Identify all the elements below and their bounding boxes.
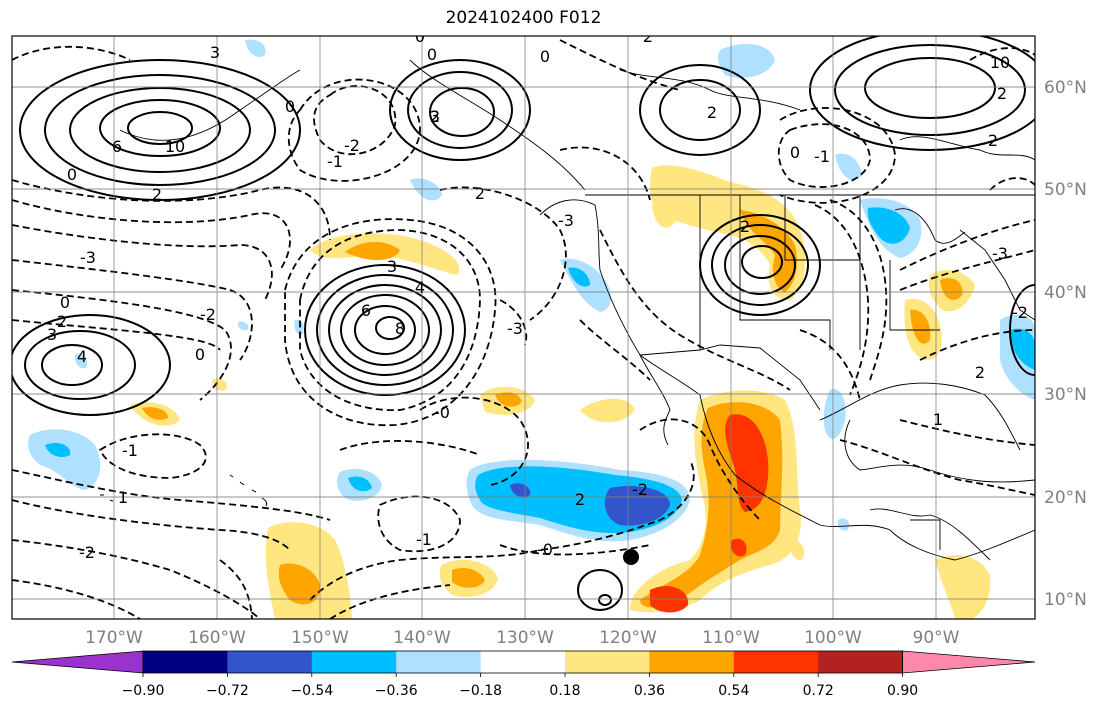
contour-label: -1 xyxy=(122,441,138,460)
contour-label: 2 xyxy=(643,27,653,46)
contour-label: -2 xyxy=(79,543,95,562)
contour-label: 1 xyxy=(118,488,128,507)
contour-label: 2 xyxy=(740,217,750,236)
contour-label: 0 xyxy=(285,97,295,116)
contour-label: -0 xyxy=(434,403,450,422)
contour-label: 10 xyxy=(165,137,185,156)
location-marker xyxy=(623,549,639,565)
contour-label: 0 xyxy=(60,293,70,312)
lat-label: 10°N xyxy=(1044,590,1087,610)
contour-label: 4 xyxy=(77,347,87,366)
contour-label: 2 xyxy=(430,107,440,126)
contour-label: 6 xyxy=(112,137,122,156)
colorbar-segment xyxy=(396,651,482,673)
lat-label: 40°N xyxy=(1044,283,1087,303)
lon-label: 110°W xyxy=(702,628,760,648)
latitude-labels: 60°N 50°N 40°N 30°N 20°N 10°N xyxy=(1044,78,1087,610)
contour-label: 1 xyxy=(933,410,943,429)
contour-label: 0 xyxy=(67,165,77,184)
contour-label: 0 xyxy=(195,345,205,364)
colorbar-tick-label: 0.54 xyxy=(718,683,749,699)
lat-label: 60°N xyxy=(1044,78,1087,98)
contour-label: 6 xyxy=(361,301,371,320)
colorbar-segment xyxy=(565,651,650,673)
contour-label: 0 xyxy=(427,45,437,64)
map-frame xyxy=(11,35,1036,620)
negative-shading xyxy=(28,39,1035,542)
colorbar-tick-label: −0.36 xyxy=(375,683,418,699)
colorbar-tick-label: −0.72 xyxy=(206,683,249,699)
contour-label: -3 xyxy=(80,248,96,267)
contour-label: 2 xyxy=(575,490,585,509)
contour-label: -3 xyxy=(507,319,523,338)
lon-label: 170°W xyxy=(85,628,143,648)
negative-contours xyxy=(12,39,1035,619)
colorbar-tick-label: 0.72 xyxy=(803,683,834,699)
colorbar-extend-max xyxy=(902,650,1036,674)
contour-label: 2 xyxy=(707,103,717,122)
contour-label: -3 xyxy=(558,211,574,230)
contour-label: -2 xyxy=(344,136,360,155)
contour-label: 0 xyxy=(415,27,425,46)
contour-label: 8 xyxy=(395,319,405,338)
colorbar-segment xyxy=(311,651,397,673)
contour-label: -3 xyxy=(992,244,1008,263)
colorbar-extend-min xyxy=(11,650,144,674)
lat-label: 30°N xyxy=(1044,385,1087,405)
colorbar-tick-label: −0.54 xyxy=(290,683,333,699)
contour-label: 2 xyxy=(57,312,67,331)
lat-label: 50°N xyxy=(1044,180,1087,200)
colorbar-segment xyxy=(227,651,313,673)
lon-label: 100°W xyxy=(804,628,862,648)
colorbar-tick-label: 0.18 xyxy=(549,683,580,699)
colorbar-tick-label: −0.90 xyxy=(122,683,165,699)
colorbar-segment xyxy=(733,651,819,673)
contour-label: 3 xyxy=(210,43,220,62)
lon-label: 90°W xyxy=(913,628,960,648)
positive-contours xyxy=(12,36,1035,611)
lon-label: 160°W xyxy=(188,628,246,648)
contour-label: -0 xyxy=(537,540,553,559)
contour-label: 2 xyxy=(988,131,998,150)
contour-label: 0 xyxy=(540,47,550,66)
contour-label: -2 xyxy=(200,305,216,324)
contour-label: -1 xyxy=(416,530,432,549)
contour-label: 2 xyxy=(997,84,1007,103)
contour-label: 2 xyxy=(475,184,485,203)
lon-label: 140°W xyxy=(393,628,451,648)
contour-label: 4 xyxy=(415,278,425,297)
colorbar-segment xyxy=(480,651,566,673)
colorbar-tick-label: −0.18 xyxy=(459,683,502,699)
colorbar-tick-label: 0.90 xyxy=(887,683,918,699)
map-title: 2024102400 F012 xyxy=(445,8,602,28)
contour-label: -2 xyxy=(1012,303,1028,322)
colorbar-segment xyxy=(649,651,735,673)
contour-label: 3 xyxy=(430,107,440,126)
contour-label: 10 xyxy=(990,53,1010,72)
lon-label: 150°W xyxy=(291,628,349,648)
colorbar-segment xyxy=(818,651,904,673)
colorbar-tick-label: 0.36 xyxy=(634,683,665,699)
lat-label: 20°N xyxy=(1044,488,1087,508)
contour-label: -2 xyxy=(632,480,648,499)
lon-label: 130°W xyxy=(496,628,554,648)
lat-lon-grid xyxy=(12,36,1035,619)
contour-label: 0 xyxy=(790,143,800,162)
contour-label: 2 xyxy=(152,185,162,204)
contour-label: 3 xyxy=(387,257,397,276)
lon-label: 120°W xyxy=(599,628,657,648)
colorbar: −0.90 −0.72 −0.54 −0.36 −0.18 0.18 0.36 0.54 0.7… xyxy=(11,650,1036,699)
colorbar-segment xyxy=(143,651,228,673)
longitude-labels: 170°W 160°W 150°W 140°W 130°W 120°W 110°W 100°W… xyxy=(85,628,960,648)
contour-label: -1 xyxy=(327,152,343,171)
contour-label: -1 xyxy=(814,147,830,166)
islands xyxy=(100,474,268,507)
contour-label: 3 xyxy=(47,325,57,344)
positive-shading xyxy=(130,165,991,619)
contour-label: 2 xyxy=(975,363,985,382)
